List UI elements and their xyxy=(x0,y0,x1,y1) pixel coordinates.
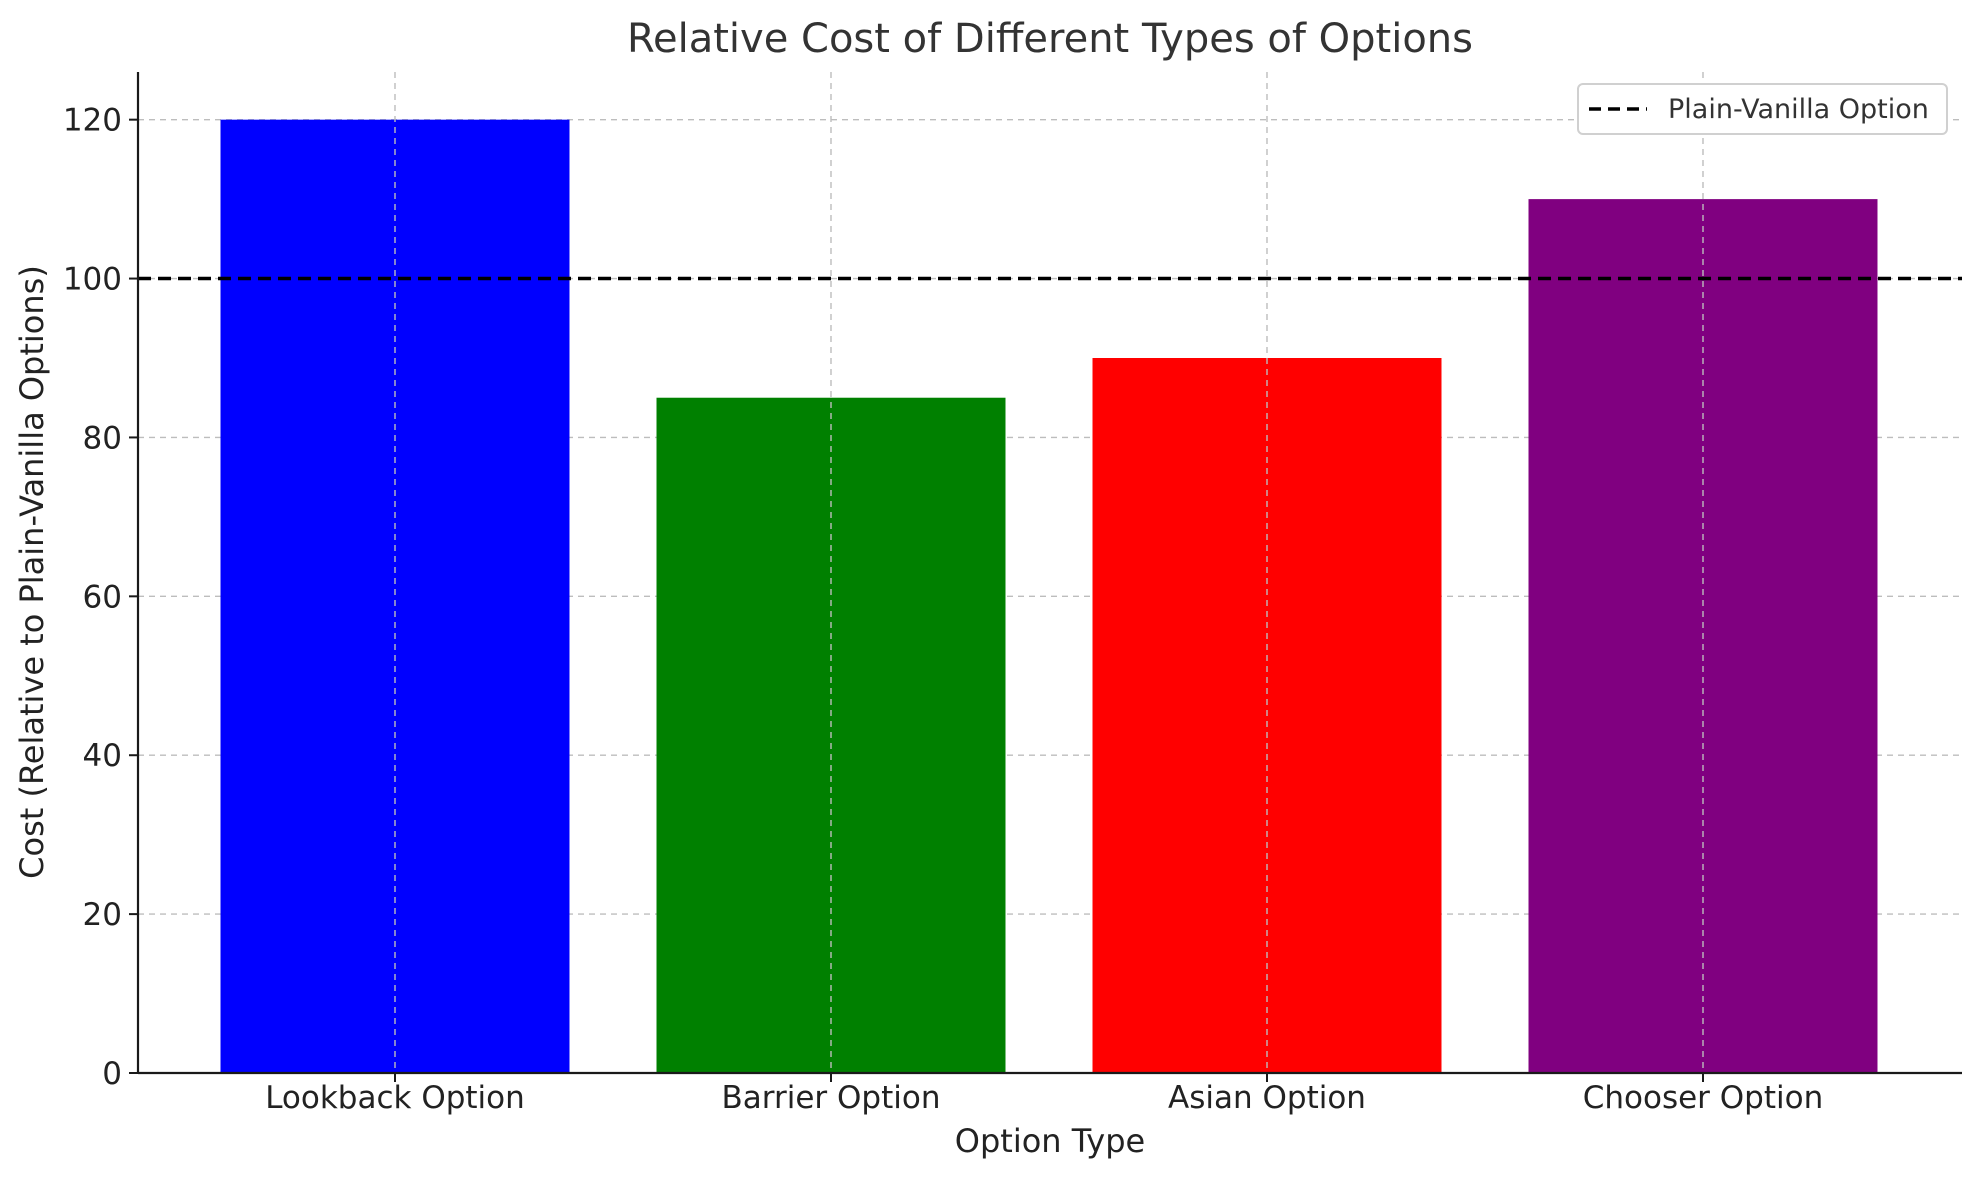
legend-label: Plain-Vanilla Option xyxy=(1668,94,1929,125)
y-tick-label: 60 xyxy=(83,579,122,615)
x-tick-label: Barrier Option xyxy=(722,1080,941,1116)
x-tick-label: Asian Option xyxy=(1168,1080,1366,1116)
x-tick-label: Chooser Option xyxy=(1583,1080,1824,1116)
x-axis-ticks: Lookback Option Barrier Option Asian Optio… xyxy=(265,1073,1823,1116)
chart-title: Relative Cost of Different Types of Opti… xyxy=(627,16,1473,62)
y-tick-label: 40 xyxy=(83,738,122,774)
legend-box xyxy=(1577,83,1948,135)
y-tick-label: 20 xyxy=(83,897,122,933)
y-tick-label: 80 xyxy=(83,420,122,456)
bars xyxy=(220,119,1878,1074)
y-axis-label: Cost (Relative to Plain-Vanilla Options) xyxy=(13,265,51,879)
legend: Plain-Vanilla Option xyxy=(1577,83,1948,135)
y-tick-label: 100 xyxy=(63,262,122,298)
x-tick-label: Lookback Option xyxy=(265,1080,525,1116)
y-tick-label: 0 xyxy=(102,1056,122,1092)
y-tick-label: 120 xyxy=(63,103,122,139)
y-axis-ticks: 0 20 40 60 80 100 120 xyxy=(63,103,138,1092)
x-axis-label: Option Type xyxy=(955,1122,1145,1160)
